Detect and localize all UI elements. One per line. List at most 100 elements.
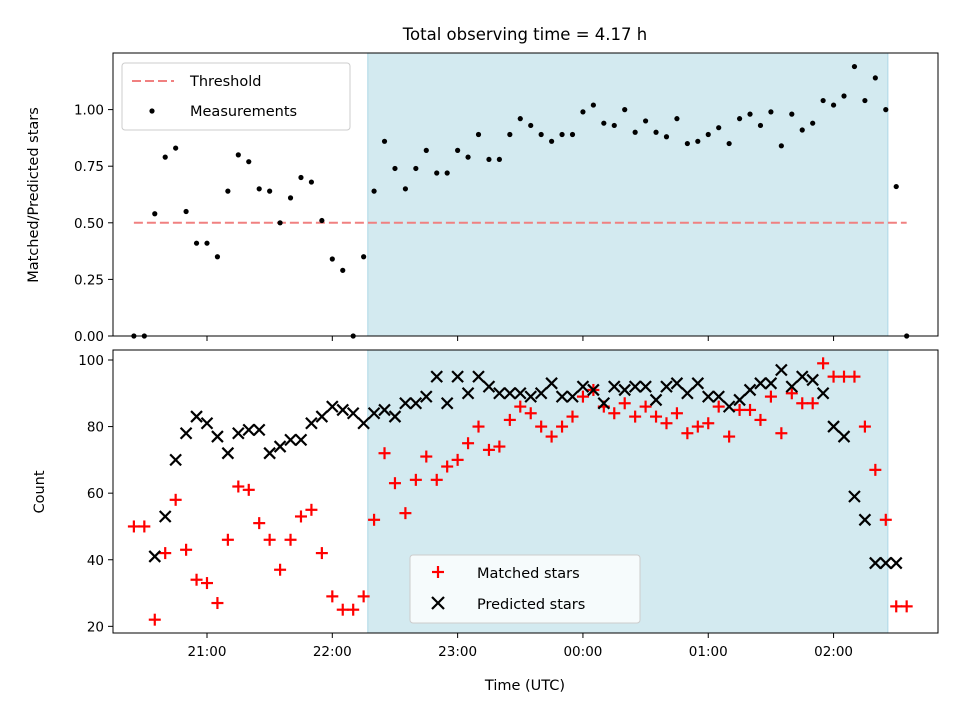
predicted-star-marker	[336, 403, 350, 417]
predicted-star-marker	[649, 393, 663, 407]
predicted-star-marker	[848, 490, 861, 503]
matched-star-marker	[754, 413, 767, 426]
predicted-star-marker	[733, 393, 746, 407]
measurement-point	[496, 156, 502, 163]
predicted-star-marker	[273, 440, 287, 453]
measurement-point	[622, 107, 628, 113]
top-y-axis-label: Matched/Predicted stars	[26, 107, 42, 283]
matched-star-marker	[388, 477, 401, 490]
predicted-star-marker	[158, 510, 172, 523]
matched-star-marker	[336, 603, 349, 616]
measurement-point	[517, 116, 523, 122]
predicted-star-marker	[315, 410, 329, 423]
matched-star-marker	[263, 533, 276, 546]
measurement-point	[695, 138, 701, 144]
bottom-x-tick-label: 00:00	[563, 644, 602, 660]
predicted-star-marker	[388, 410, 402, 423]
matched-star-marker	[629, 410, 642, 423]
matched-star-marker	[764, 390, 777, 403]
predicted-star-marker	[701, 390, 715, 403]
measurement-point	[434, 170, 440, 176]
predicted-star-marker	[430, 370, 444, 383]
matched-star-marker	[838, 370, 851, 383]
top-x-ticks	[206, 336, 835, 341]
measurement-point	[214, 254, 221, 260]
measurement-point	[507, 131, 513, 138]
predicted-star-marker	[764, 377, 778, 390]
measurement-points	[131, 63, 910, 339]
bottom-y-tick-label: 100	[78, 353, 104, 369]
measurement-point	[267, 188, 273, 194]
predicted-star-marker	[879, 556, 893, 570]
measurement-point	[580, 109, 586, 115]
top-panel: 0.00 0.25 0.50 0.75 1.00 Total observing tim…	[26, 25, 939, 345]
matched-star-marker	[702, 417, 715, 430]
measurement-point	[308, 179, 315, 185]
measurement-point	[851, 63, 858, 70]
bottom-y-axis-label: Count	[32, 470, 48, 513]
predicted-star-marker	[367, 406, 381, 420]
bottom-x-tick-label: 22:00	[313, 644, 352, 660]
measurement-point	[841, 93, 847, 99]
matched-star-marker	[451, 453, 464, 466]
x-axis-label: Time (UTC)	[484, 678, 565, 694]
bottom-x-tick-label: 23:00	[438, 644, 477, 660]
chart-title: Total observing time = 4.17 h	[402, 25, 647, 44]
measurement-point	[465, 154, 471, 160]
predicted-star-marker	[503, 387, 517, 400]
matched-star-marker	[305, 503, 318, 516]
measurement-point	[287, 195, 294, 201]
matched-star-marker	[796, 397, 809, 410]
predicted-legend-swatch	[431, 596, 445, 610]
predicted-star-marker	[524, 390, 537, 403]
measurement-point	[340, 267, 346, 273]
matched-star-marker	[514, 400, 527, 413]
predicted-star-marker	[639, 380, 652, 393]
matched-star-marker	[660, 417, 673, 430]
predicted-star-marker	[357, 416, 370, 430]
predicted-star-marker	[305, 416, 318, 430]
matched-star-marker	[503, 413, 516, 426]
threshold-legend-label: Threshold	[189, 74, 261, 90]
matched-star-marker	[441, 460, 454, 473]
measurement-point	[778, 143, 784, 149]
measurement-point	[402, 186, 409, 192]
predicted-star-marker	[200, 416, 214, 430]
predicted-star-marker	[514, 387, 527, 400]
matched-star-marker	[232, 480, 245, 493]
matched-star-marker	[493, 440, 506, 453]
top-y-ticks: 0.00 0.25 0.50 0.75 1.00	[74, 103, 113, 345]
measurement-point	[455, 147, 461, 153]
bottom-y-tick-label: 60	[87, 486, 104, 502]
matched-star-marker	[462, 437, 475, 450]
predicted-star-marker	[472, 370, 485, 383]
matched-star-marker	[242, 483, 255, 496]
measurements-legend-swatch	[149, 108, 155, 114]
bottom-y-ticks: 20 40 60 80 100	[78, 353, 113, 635]
matched-star-marker	[274, 563, 287, 576]
predicted-star-marker	[440, 396, 454, 410]
bottom-y-tick-label: 80	[87, 420, 104, 436]
matched-star-marker	[221, 533, 234, 546]
predicted-star-marker	[346, 406, 360, 420]
predicted-star-marker	[399, 396, 412, 410]
predicted-star-marker	[858, 513, 872, 527]
predicted-star-marker	[378, 403, 391, 417]
predicted-star-marker	[722, 400, 736, 413]
matched-star-marker	[200, 577, 213, 590]
matched-star-marker	[545, 430, 558, 443]
predicted-star-marker	[607, 380, 621, 393]
measurement-point	[674, 116, 680, 122]
measurement-point	[611, 122, 617, 129]
bottom-y-tick-label: 40	[87, 553, 104, 569]
top-legend-box	[121, 62, 351, 131]
measurement-point	[225, 188, 231, 194]
measurement-point	[152, 211, 158, 217]
matched-star-marker	[378, 447, 391, 460]
bottom-legend-box	[409, 554, 641, 624]
predicted-star-marker	[681, 387, 694, 400]
bottom-panel: 20 40 60 80 100 21:00 22:00 23:00 00:00 01:00 02:…	[32, 349, 939, 694]
measurement-point	[705, 131, 711, 138]
predicted-star-marker	[190, 410, 203, 423]
predicted-star-marker	[837, 430, 851, 443]
